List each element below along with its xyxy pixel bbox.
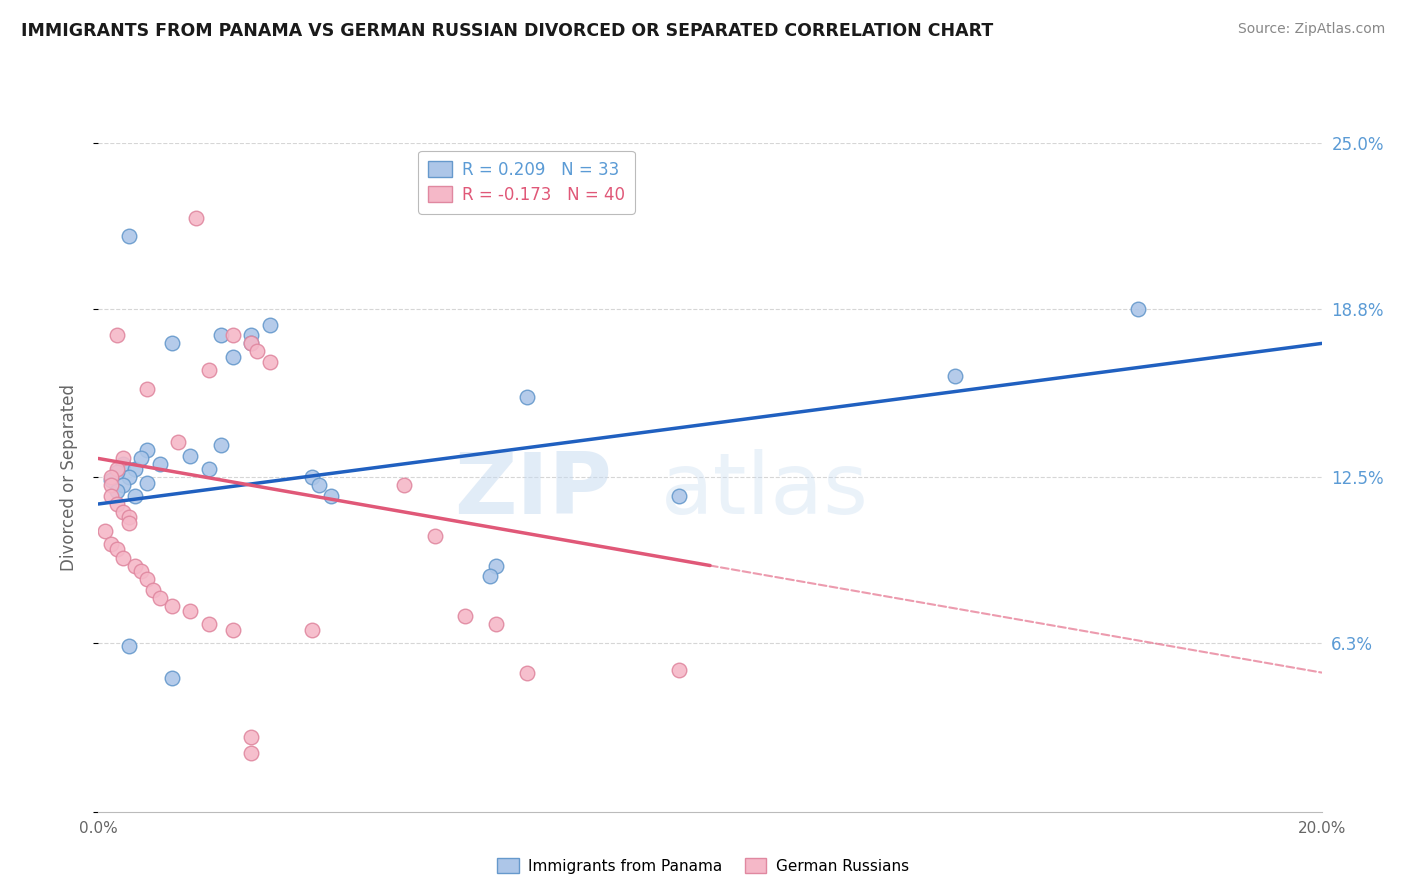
Point [118,470,141,484]
Point [124,489,146,503]
Text: IMMIGRANTS FROM PANAMA VS GERMAN RUSSIAN DIVORCED OR SEPARATED CORRELATION CHART: IMMIGRANTS FROM PANAMA VS GERMAN RUSSIAN… [21,22,994,40]
Point [423,529,446,543]
Point [240,336,263,351]
Point [111,505,134,519]
Point [142,582,165,597]
Point [105,483,128,498]
Point [129,564,152,578]
Point [1128,301,1150,316]
Point [943,368,966,383]
Point [118,510,141,524]
Point [105,462,128,476]
Point [100,537,122,551]
Point [179,449,201,463]
Point [105,328,128,343]
Point [100,470,122,484]
Point [222,350,245,364]
Point [124,558,146,573]
Point [160,336,183,351]
Point [197,617,219,632]
Point [136,443,159,458]
Point [240,328,263,343]
Point [167,435,190,450]
Point [100,489,122,503]
Point [240,730,263,744]
Point [308,478,330,492]
Point [105,542,128,557]
Point [485,558,508,573]
Point [246,344,269,359]
Point [222,328,245,343]
Point [240,336,263,351]
Point [149,457,172,471]
Point [516,665,538,680]
Point [209,438,232,452]
Point [197,363,219,377]
Point [301,470,323,484]
Point [149,591,172,605]
Point [160,671,183,685]
Point [186,211,208,225]
Point [179,604,201,618]
Point [93,524,115,538]
Point [105,497,128,511]
Point [111,457,134,471]
Point [240,746,263,760]
Point [478,569,501,583]
Point [516,390,538,404]
Text: Source: ZipAtlas.com: Source: ZipAtlas.com [1237,22,1385,37]
Point [301,623,323,637]
Point [668,663,690,677]
Point [118,229,141,244]
Point [136,382,159,396]
Y-axis label: Divorced or Separated: Divorced or Separated [59,384,77,571]
Point [454,609,477,624]
Point [111,478,134,492]
Text: ZIP: ZIP [454,449,612,533]
Point [105,465,128,479]
Point [209,328,232,343]
Point [197,462,219,476]
Point [118,639,141,653]
Point [100,478,122,492]
Text: atlas: atlas [661,449,869,533]
Point [319,489,342,503]
Legend: R = 0.209   N = 33, R = -0.173   N = 40: R = 0.209 N = 33, R = -0.173 N = 40 [419,151,634,214]
Point [259,318,281,332]
Point [392,478,416,492]
Point [136,475,159,490]
Point [136,572,159,586]
Point [259,355,281,369]
Point [160,599,183,613]
Point [129,451,152,466]
Point [118,516,141,530]
Point [111,550,134,565]
Point [111,451,134,466]
Point [124,462,146,476]
Point [668,489,690,503]
Legend: Immigrants from Panama, German Russians: Immigrants from Panama, German Russians [491,852,915,880]
Point [485,617,508,632]
Point [222,623,245,637]
Point [100,473,122,487]
